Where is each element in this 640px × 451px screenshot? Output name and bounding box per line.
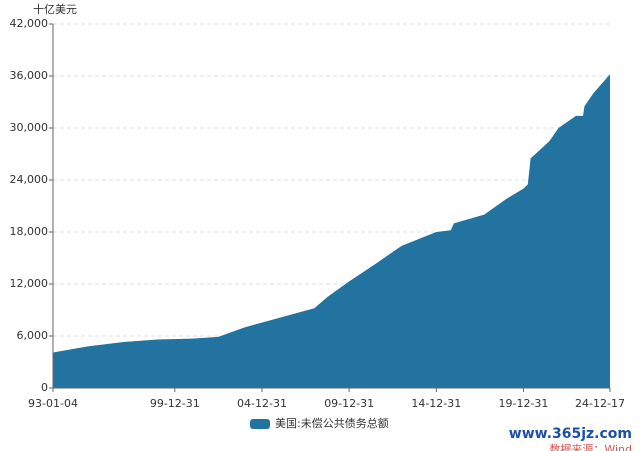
x-tick-label: 04-12-31 [237,397,287,410]
legend-swatch [250,419,270,429]
watermark-source: 数据来源：Wind [549,442,632,451]
y-tick-label: 6,000 [17,329,49,342]
x-tick-label: 24-12-17 [575,397,625,410]
legend-label: 美国:未偿公共债务总额 [275,416,389,430]
x-tick-label: 09-12-31 [324,397,374,410]
y-tick-label: 42,000 [10,17,49,30]
x-tick-label: 14-12-31 [411,397,461,410]
y-tick-label: 24,000 [10,173,49,186]
x-tick-label: 99-12-31 [150,397,200,410]
watermark-site: www.365jz.com [509,426,632,442]
y-tick-label: 36,000 [10,69,49,82]
y-tick-label: 12,000 [10,277,49,290]
y-tick-label: 30,000 [10,121,49,134]
x-tick-label: 19-12-31 [498,397,548,410]
y-axis-label: 十亿美元 [33,2,77,16]
x-tick-label: 93-01-04 [28,397,78,410]
y-tick-label: 18,000 [10,225,49,238]
area [53,74,610,389]
y-tick-label: 0 [41,381,48,394]
